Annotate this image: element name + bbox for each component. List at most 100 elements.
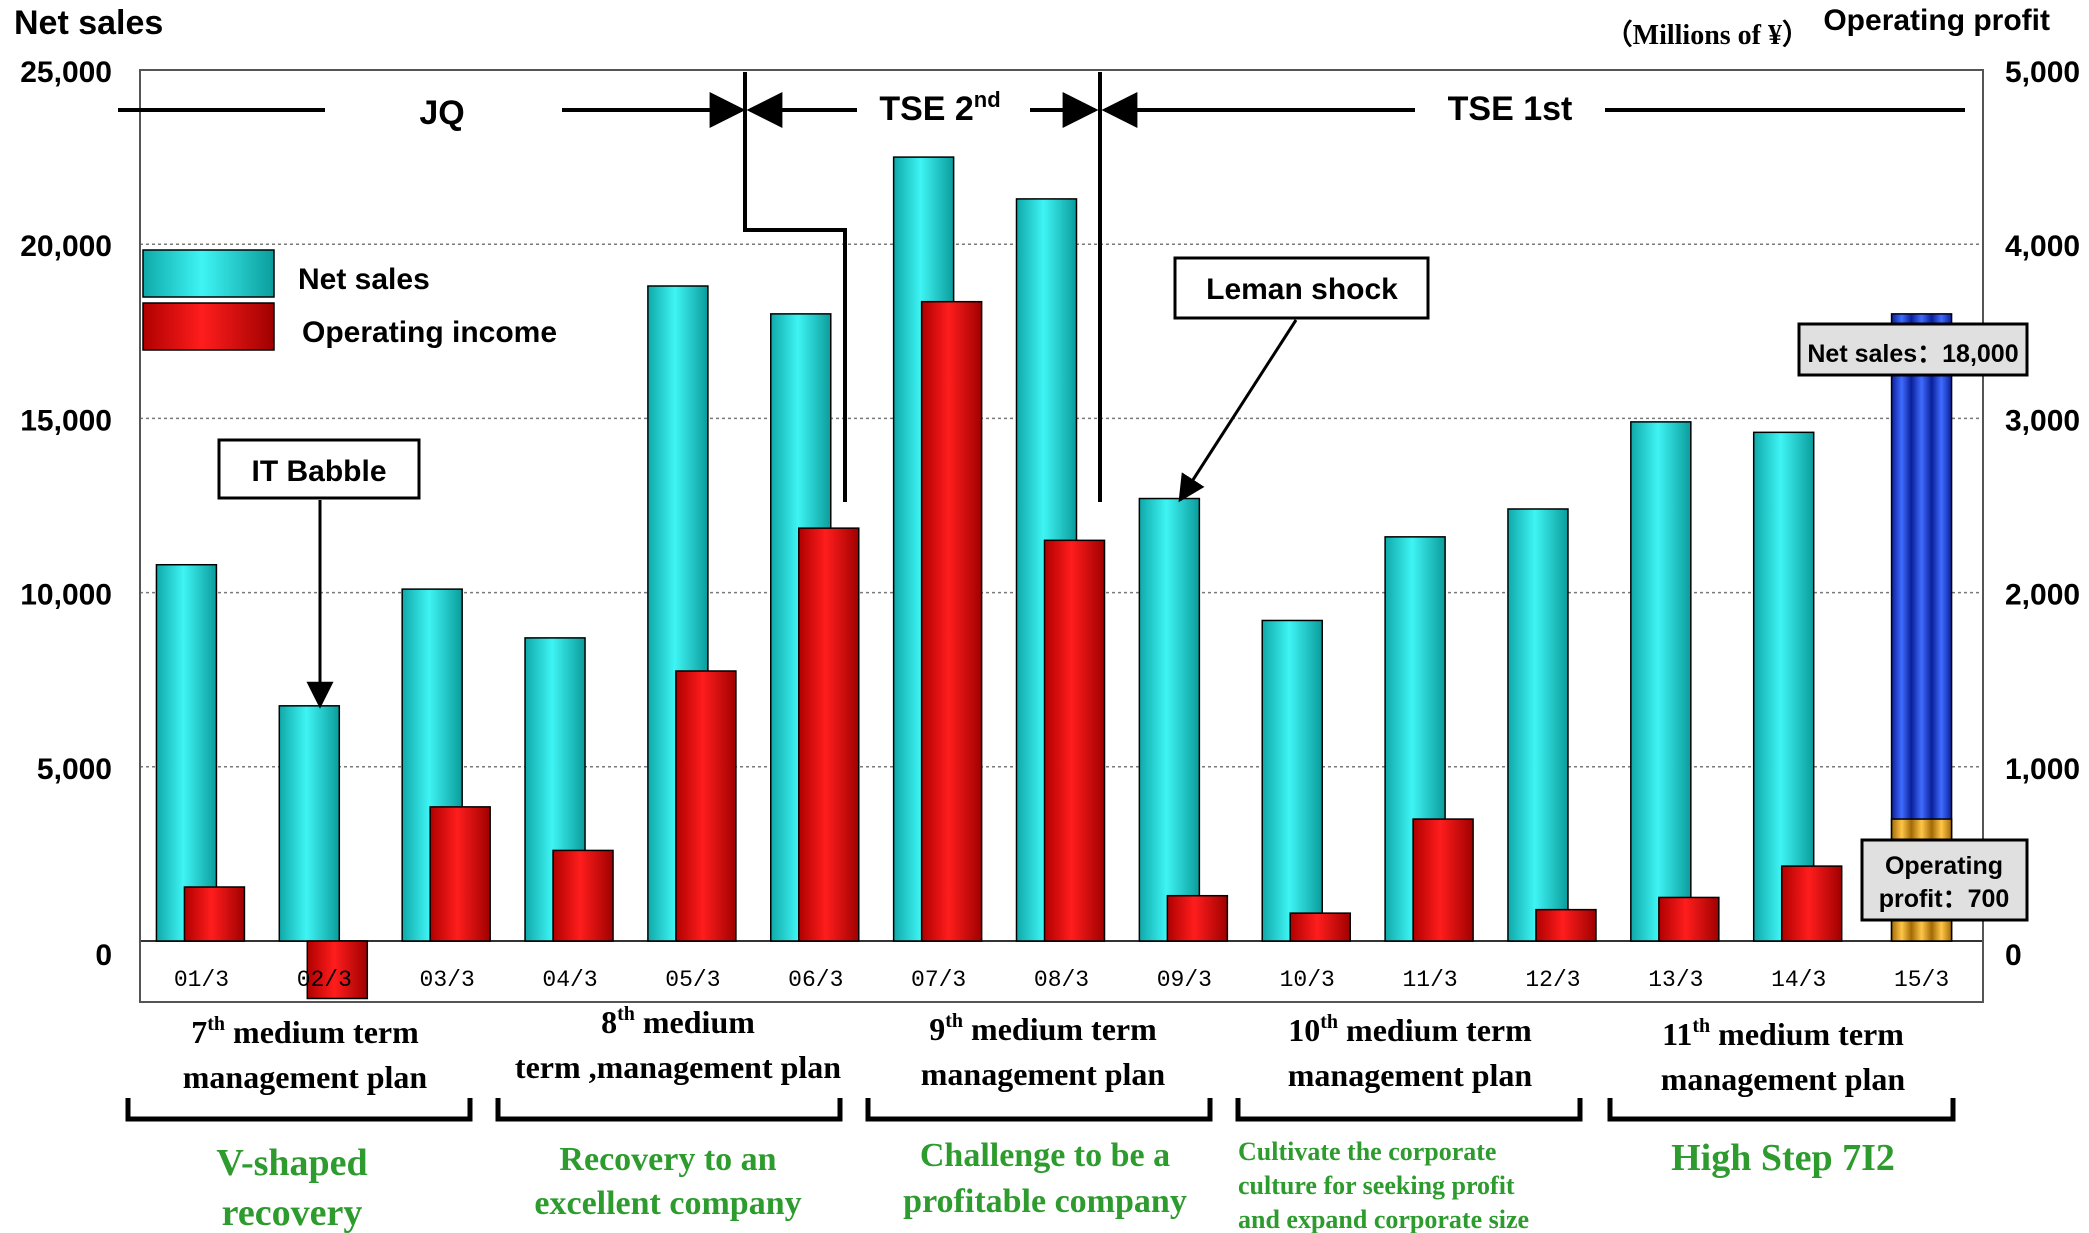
left-tick-label: 5,000 (37, 753, 112, 786)
plan-11-line2: management plan (1661, 1061, 1906, 1097)
callout-it-babble: IT Babble (217, 438, 421, 709)
operating-income-bar-11-3 (1412, 818, 1474, 942)
plan-bracket-7 (125, 1098, 473, 1122)
left-axis-ticks: 25,000 20,000 15,000 10,000 5,000 0 (20, 56, 112, 972)
slogan-10-line1: Cultivate the corporate (1238, 1137, 1496, 1166)
plan-9-line2: management plan (921, 1056, 1166, 1092)
operating-income-bar-08-3 (1043, 539, 1106, 942)
forecast-profit-text-1: Operating (1885, 852, 2003, 880)
plan-8-sup: th (617, 1003, 635, 1025)
forecast-sales-text: Net sales：18,000 (1807, 340, 2018, 368)
left-axis-title: Net sales (14, 4, 163, 42)
market-label-tse1: TSE 1st (1448, 90, 1573, 128)
slogan-8-line1: Recovery to an (559, 1141, 776, 1178)
plan-9-num: 9 (929, 1011, 945, 1047)
operating-income-bar-09-3 (1166, 894, 1229, 942)
plan-10-line2: management plan (1288, 1057, 1533, 1093)
right-axis-title: Operating profit (1823, 4, 2050, 37)
right-tick-label: 0 (2005, 939, 2022, 972)
management-plans: 7th medium term management plan 8th medi… (183, 1003, 1906, 1097)
plan-7-num: 7 (191, 1014, 207, 1050)
plan-11-sup: th (1692, 1015, 1710, 1037)
plan-11-title: 11th medium term (1662, 1015, 1904, 1052)
net-sales-bar-10-3 (1261, 619, 1323, 942)
forecast-profit-text-2: profit：700 (1879, 885, 2010, 913)
callout-it-babble-label: IT Babble (251, 455, 386, 488)
plan-8-line1: medium (635, 1004, 755, 1040)
plan-bracket-11 (1607, 1098, 1956, 1122)
market-label-tse2-main: TSE 2 (879, 90, 973, 128)
operating-income-bar-12-3 (1535, 908, 1597, 942)
plan-7-sup: th (207, 1013, 225, 1035)
x-tick-label-03-3: 03/3 (420, 967, 475, 993)
market-label-tse2-sup: nd (974, 87, 1001, 112)
operating-income-bar-03-3 (429, 806, 491, 942)
operating-income-bar-04-3 (552, 849, 614, 942)
x-tick-label-15-3: 15/3 (1894, 967, 1949, 993)
legend-label-net-sales: Net sales (298, 263, 430, 296)
x-tick-label-11-3: 11/3 (1402, 967, 1457, 993)
slogan-10-line2: culture for seeking profit (1238, 1171, 1515, 1200)
operating-income-bar-02-3 (306, 940, 369, 1000)
x-tick-label-09-3: 09/3 (1157, 967, 1212, 993)
x-tick-label-04-3: 04/3 (542, 967, 597, 993)
operating-income-bar-01-3 (183, 886, 246, 942)
net-sales-bar-13-3 (1630, 421, 1692, 942)
operating-income-bar-06-3 (798, 527, 860, 942)
slogan-10-line3: and expand corporate size (1238, 1205, 1529, 1233)
right-tick-label: 3,000 (2005, 404, 2080, 437)
plan-9-sup: th (945, 1010, 963, 1032)
left-tick-label: 25,000 (20, 56, 112, 89)
plan-7-line2: management plan (183, 1059, 428, 1095)
net-sales-bar-01-3 (155, 563, 218, 942)
x-tick-label-06-3: 06/3 (788, 967, 843, 993)
right-tick-label: 2,000 (2005, 579, 2080, 612)
market-label-tse2: TSE 2nd (879, 87, 1000, 128)
plan-bracket-8 (495, 1098, 843, 1122)
plan-8-title: 8th medium (601, 1003, 755, 1040)
forecast-sales-box (1797, 322, 2029, 377)
plan-8-num: 8 (601, 1004, 617, 1040)
operating-income-bar-14-3 (1780, 865, 1843, 942)
plan-10-line1: medium term (1338, 1012, 1532, 1048)
left-tick-label: 0 (95, 939, 112, 972)
market-lines (118, 72, 1965, 502)
plan-7-title: 7th medium term (191, 1013, 419, 1050)
x-tick-label-01-3: 01/3 (174, 967, 229, 993)
legend-swatch-net-sales (142, 249, 275, 298)
slogan-7-line1: V-shaped (216, 1142, 367, 1184)
right-axis-ticks: 5,000 4,000 3,000 2,000 1,000 0 (2005, 56, 2080, 972)
left-tick-label: 10,000 (20, 579, 112, 612)
callout-leman-shock-box (1173, 256, 1430, 320)
plan-11-num: 11 (1662, 1016, 1692, 1052)
callout-it-babble-box (217, 438, 421, 500)
operating-income-bar-05-3 (675, 670, 737, 942)
slogan-9-line1: Challenge to be a (920, 1137, 1170, 1174)
x-tick-label-12-3: 12/3 (1525, 967, 1580, 993)
x-tick-label-07-3: 07/3 (911, 967, 966, 993)
plan-9-line1: medium term (963, 1011, 1157, 1047)
plan-bracket-10 (1235, 1098, 1583, 1122)
forecast-profit-label: Operating profit：700 (1860, 838, 2029, 922)
left-tick-label: 15,000 (20, 404, 112, 437)
callout-leman-shock-arrow (1178, 319, 1298, 503)
callout-leman-shock-label: Leman shock (1206, 273, 1398, 306)
slogan-11-line1: High Step 7I2 (1671, 1137, 1895, 1179)
x-tick-label-10-3: 10/3 (1280, 967, 1335, 993)
right-tick-label: 5,000 (2005, 56, 2080, 89)
net-sales-bar-14-3 (1752, 431, 1815, 942)
legend: Net sales Operating income (142, 249, 557, 351)
plot-frame (139, 69, 1984, 1003)
left-tick-label: 20,000 (20, 230, 112, 263)
operating-income-bar-13-3 (1658, 896, 1720, 942)
net-sales-bar-09-3 (1138, 497, 1201, 942)
x-tick-label-13-3: 13/3 (1648, 967, 1703, 993)
forecast-sales-label: Net sales：18,000 (1797, 322, 2029, 377)
x-tick-label-14-3: 14/3 (1771, 967, 1826, 993)
plan-brackets (125, 1098, 1956, 1122)
forecast-profit-box (1860, 838, 2029, 922)
plan-10-sup: th (1320, 1011, 1338, 1033)
net-sales-bar-02-3 (278, 705, 341, 942)
x-tick-label-02-3: 02/3 (297, 967, 352, 993)
callout-leman-shock: Leman shock (1173, 256, 1430, 503)
